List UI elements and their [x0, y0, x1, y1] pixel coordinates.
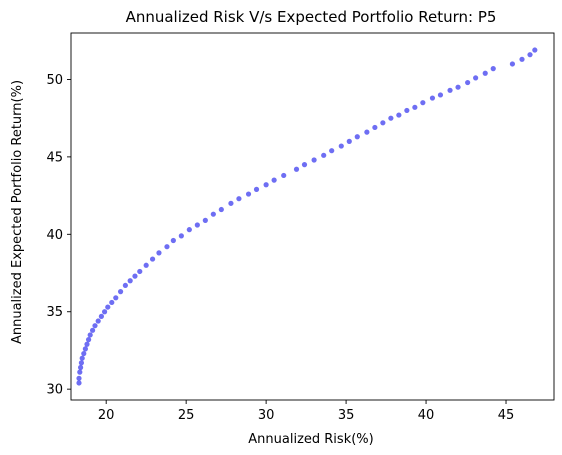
scatter-point: [447, 87, 453, 93]
x-tick-label: 40: [418, 408, 435, 423]
scatter-point: [202, 217, 208, 223]
scatter-point: [490, 66, 496, 72]
scatter-point: [329, 148, 335, 154]
y-axis-ticks: 30 35 40 45 50: [46, 73, 71, 398]
scatter-point: [132, 273, 138, 279]
y-axis-label: Annualized Expected Portfolio Return(%): [10, 80, 25, 344]
scatter-point: [465, 79, 471, 86]
scatter-point: [170, 237, 176, 244]
scatter-point: [532, 47, 538, 53]
scatter-point: [122, 282, 128, 289]
scatter-point: [509, 61, 516, 67]
x-tick-label: 30: [258, 408, 275, 423]
scatter-point: [98, 313, 104, 319]
scatter-point: [293, 166, 300, 172]
scatter-point: [455, 84, 461, 90]
scatter-point: [82, 346, 88, 352]
scatter-points: [76, 47, 538, 386]
scatter-point: [263, 182, 269, 188]
scatter-point: [186, 227, 192, 233]
scatter-point: [95, 318, 101, 324]
scatter-point: [92, 323, 98, 329]
scatter-point: [253, 186, 260, 192]
scatter-point: [218, 206, 224, 213]
scatter-point: [301, 162, 308, 168]
scatter-point: [482, 70, 488, 76]
scatter-point: [527, 52, 533, 58]
y-tick-label: 30: [46, 383, 63, 398]
scatter-point: [228, 200, 234, 206]
scatter-point: [245, 191, 252, 197]
scatter-point: [321, 152, 327, 158]
scatter-point: [79, 355, 85, 361]
scatter-point: [137, 268, 143, 275]
scatter-point: [388, 115, 394, 121]
scatter-point: [271, 177, 277, 183]
scatter-point: [437, 92, 444, 98]
scatter-point: [396, 112, 402, 118]
scatter-point: [380, 120, 386, 126]
scatter-point: [127, 278, 133, 284]
scatter-point: [420, 100, 426, 106]
y-tick-label: 50: [46, 73, 63, 88]
scatter-point: [372, 124, 378, 131]
scatter-point: [236, 196, 242, 202]
scatter-point: [338, 143, 344, 149]
chart-title: Annualized Risk V/s Expected Portfolio R…: [126, 8, 497, 26]
scatter-point: [117, 289, 124, 295]
scatter-point: [89, 327, 96, 333]
x-axis-ticks: 20 25 30 35 40 45: [98, 400, 514, 423]
scatter-point: [164, 244, 170, 250]
scatter-point: [76, 375, 82, 381]
scatter-point: [473, 75, 479, 81]
scatter-point: [78, 364, 84, 371]
scatter-point: [346, 138, 352, 144]
scatter-point: [85, 337, 92, 343]
scatter-point: [178, 233, 184, 239]
scatter-point: [194, 222, 200, 228]
scatter-point: [143, 262, 149, 268]
scatter-point: [281, 172, 287, 179]
scatter-point: [156, 250, 162, 256]
scatter-point: [210, 211, 216, 217]
scatter-point: [109, 299, 115, 306]
axes-frame: [70, 32, 555, 401]
scatter-point: [364, 129, 370, 135]
scatter-point: [519, 56, 525, 62]
scatter-point: [311, 157, 317, 163]
scatter-point: [412, 104, 418, 110]
plot-area: 20 25 30 35 40 45 30 35 40 45 50: [46, 32, 555, 423]
y-tick-label: 45: [46, 150, 63, 165]
scatter-point: [77, 369, 83, 375]
scatter-point: [354, 134, 360, 140]
scatter-point: [404, 107, 410, 114]
x-tick-label: 20: [98, 408, 115, 423]
x-tick-label: 45: [498, 408, 515, 423]
scatter-point: [429, 95, 436, 101]
scatter-point: [149, 256, 156, 262]
scatter-point: [113, 295, 119, 301]
scatter-point: [105, 304, 111, 310]
scatter-point: [76, 380, 82, 386]
scatter-point: [78, 360, 84, 366]
y-tick-label: 35: [46, 305, 63, 320]
y-tick-label: 40: [46, 228, 63, 243]
scatter-point: [84, 341, 90, 347]
scatter-point: [87, 332, 93, 338]
x-tick-label: 35: [338, 408, 355, 423]
scatter-point: [81, 350, 87, 357]
x-tick-label: 25: [178, 408, 195, 423]
scatter-point: [101, 309, 108, 315]
x-axis-label: Annualized Risk(%): [248, 432, 373, 447]
